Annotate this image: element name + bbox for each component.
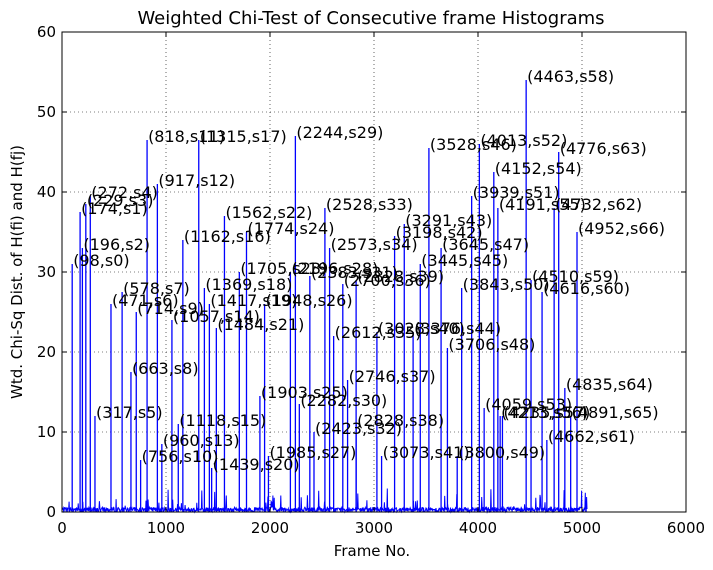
x-tick-label-2: 2000 (251, 519, 289, 537)
peak-label-33: (2528,s33) (326, 195, 413, 214)
peak-label-45: (3445,s45) (421, 251, 508, 270)
axis-ticks: 0 1000 2000 3000 4000 5000 6000 0 10 20 30 40 50 60 (37, 23, 705, 537)
peak-label-56: (4213,s56) (501, 403, 588, 422)
peak-label-55: (4191,s55) (499, 195, 586, 214)
x-tick-label-0: 0 (57, 519, 67, 537)
chart-title: Weighted Chi-Test of Consecutive frame H… (137, 8, 604, 29)
peak-label-2: (196,s2) (83, 235, 150, 254)
y-tick-label-5: 50 (37, 103, 56, 121)
peak-label-39: (2828,s39) (357, 267, 444, 286)
peak-label-40: (3028,s40) (378, 319, 465, 338)
peak-label-57: (4235,s57) (503, 403, 590, 422)
y-axis-label: Wtd. Chi-Sq Dist. of H(fi) and H(fj) (8, 145, 26, 399)
peak-label-41: (3073,s41) (383, 443, 470, 462)
peak-label-30: (2282,s30) (300, 391, 387, 410)
peak-label-62: (4732,s62) (555, 195, 642, 214)
peak-label-49: (3800,s49) (458, 443, 545, 462)
peak-label-24: (1774,s24) (247, 219, 334, 238)
y-tick-label-6: 60 (37, 23, 56, 41)
peak-label-16: (1162,s16) (184, 227, 271, 246)
peak-label-32: (2423,s32) (315, 419, 402, 438)
peak-label-1: (174,s1) (81, 199, 148, 218)
y-tick-label-4: 40 (37, 183, 56, 201)
peak-label-0: (98,s0) (73, 251, 129, 270)
peak-label-17: (1315,s17) (200, 127, 287, 146)
peak-label-25: (1903,s25) (261, 383, 348, 402)
peak-label-4: (272,s4) (91, 183, 158, 202)
peak-label-9: (714,s9) (137, 299, 204, 318)
peak-label-36: (2700,s36) (344, 271, 431, 290)
peak-label-38: (2828,s38) (357, 411, 444, 430)
peak-label-50: (3843,s50) (463, 275, 550, 294)
peak-label-21: (1484,s21) (217, 315, 304, 334)
x-axis-label: Frame No. (334, 542, 410, 560)
peak-label-58: (4463,s58) (527, 67, 614, 86)
peak-label-51: (3939,s51) (473, 183, 560, 202)
peak-label-48: (3706,s48) (448, 335, 535, 354)
x-tick-label-4: 4000 (459, 519, 497, 537)
peak-label-3: (229,s3) (87, 191, 154, 210)
peak-label-20: (1439,s20) (213, 455, 300, 474)
peak-label-6: (471,s6) (112, 291, 179, 310)
y-tick-label-3: 30 (37, 263, 56, 281)
peak-label-8: (663,s8) (132, 359, 199, 378)
peak-label-18: (1369,s18) (205, 275, 292, 294)
peak-label-64: (4835,s64) (566, 375, 653, 394)
peak-label-23: (1705,s23) (240, 259, 327, 278)
peak-label-26: (1948,s26) (266, 291, 353, 310)
grid (62, 32, 686, 512)
peak-label-12: (917,s12) (158, 171, 235, 190)
peak-label-5: (317,s5) (96, 403, 163, 422)
y-tick-label-0: 0 (46, 503, 56, 521)
peak-label-7: (578,s7) (123, 279, 190, 298)
peak-label-34: (2573,s34) (331, 235, 418, 254)
peak-label-22: (1562,s22) (225, 203, 312, 222)
x-tick-label-3: 3000 (355, 519, 393, 537)
x-tick-label-1: 1000 (147, 519, 185, 537)
peak-label-59: (4510,s59) (532, 267, 619, 286)
y-tick-label-2: 20 (37, 343, 56, 361)
peak-label-43: (3291,s43) (405, 211, 492, 230)
peak-label-54: (4152,s54) (495, 159, 582, 178)
peak-label-14: (1057,s14) (173, 307, 260, 326)
peak-label-63: (4776,s63) (560, 139, 647, 158)
peak-label-29: (2244,s29) (296, 123, 383, 142)
peak-label-47: (3645,s47) (442, 235, 529, 254)
peak-label-66: (4952,s66) (578, 219, 665, 238)
peak-labels: (98,s0)(174,s1)(196,s2)(229,s3)(272,s4)(… (73, 67, 665, 474)
x-tick-label-5: 5000 (563, 519, 601, 537)
peak-label-35: (2612,s35) (335, 323, 422, 342)
peak-label-28: (2196,s28) (291, 259, 378, 278)
peak-label-15: (1118,s15) (179, 411, 266, 430)
peak-label-31: (2383,s31) (311, 263, 398, 282)
peak-label-46: (3528,s46) (430, 135, 517, 154)
series-line (61, 80, 588, 514)
peak-label-13: (960,s13) (163, 431, 240, 450)
peak-label-60: (4616,s60) (543, 279, 630, 298)
peak-label-44: (3376,s44) (414, 319, 501, 338)
peak-label-37: (2746,s37) (349, 367, 436, 386)
x-tick-label-6: 6000 (667, 519, 705, 537)
y-tick-label-1: 10 (37, 423, 56, 441)
peak-label-19: (1417,s19) (210, 291, 297, 310)
peak-label-27: (1985,s27) (269, 443, 356, 462)
peak-label-61: (4662,s61) (548, 427, 635, 446)
peak-label-42: (3198,s42) (396, 223, 483, 242)
peak-label-65: (4891,s65) (572, 403, 659, 422)
peak-label-11: (818,s11) (148, 127, 225, 146)
peak-label-10: (756,s10) (142, 447, 219, 466)
peak-label-53: (4059,s53) (485, 395, 572, 414)
peak-label-52: (4013,s52) (480, 131, 567, 150)
